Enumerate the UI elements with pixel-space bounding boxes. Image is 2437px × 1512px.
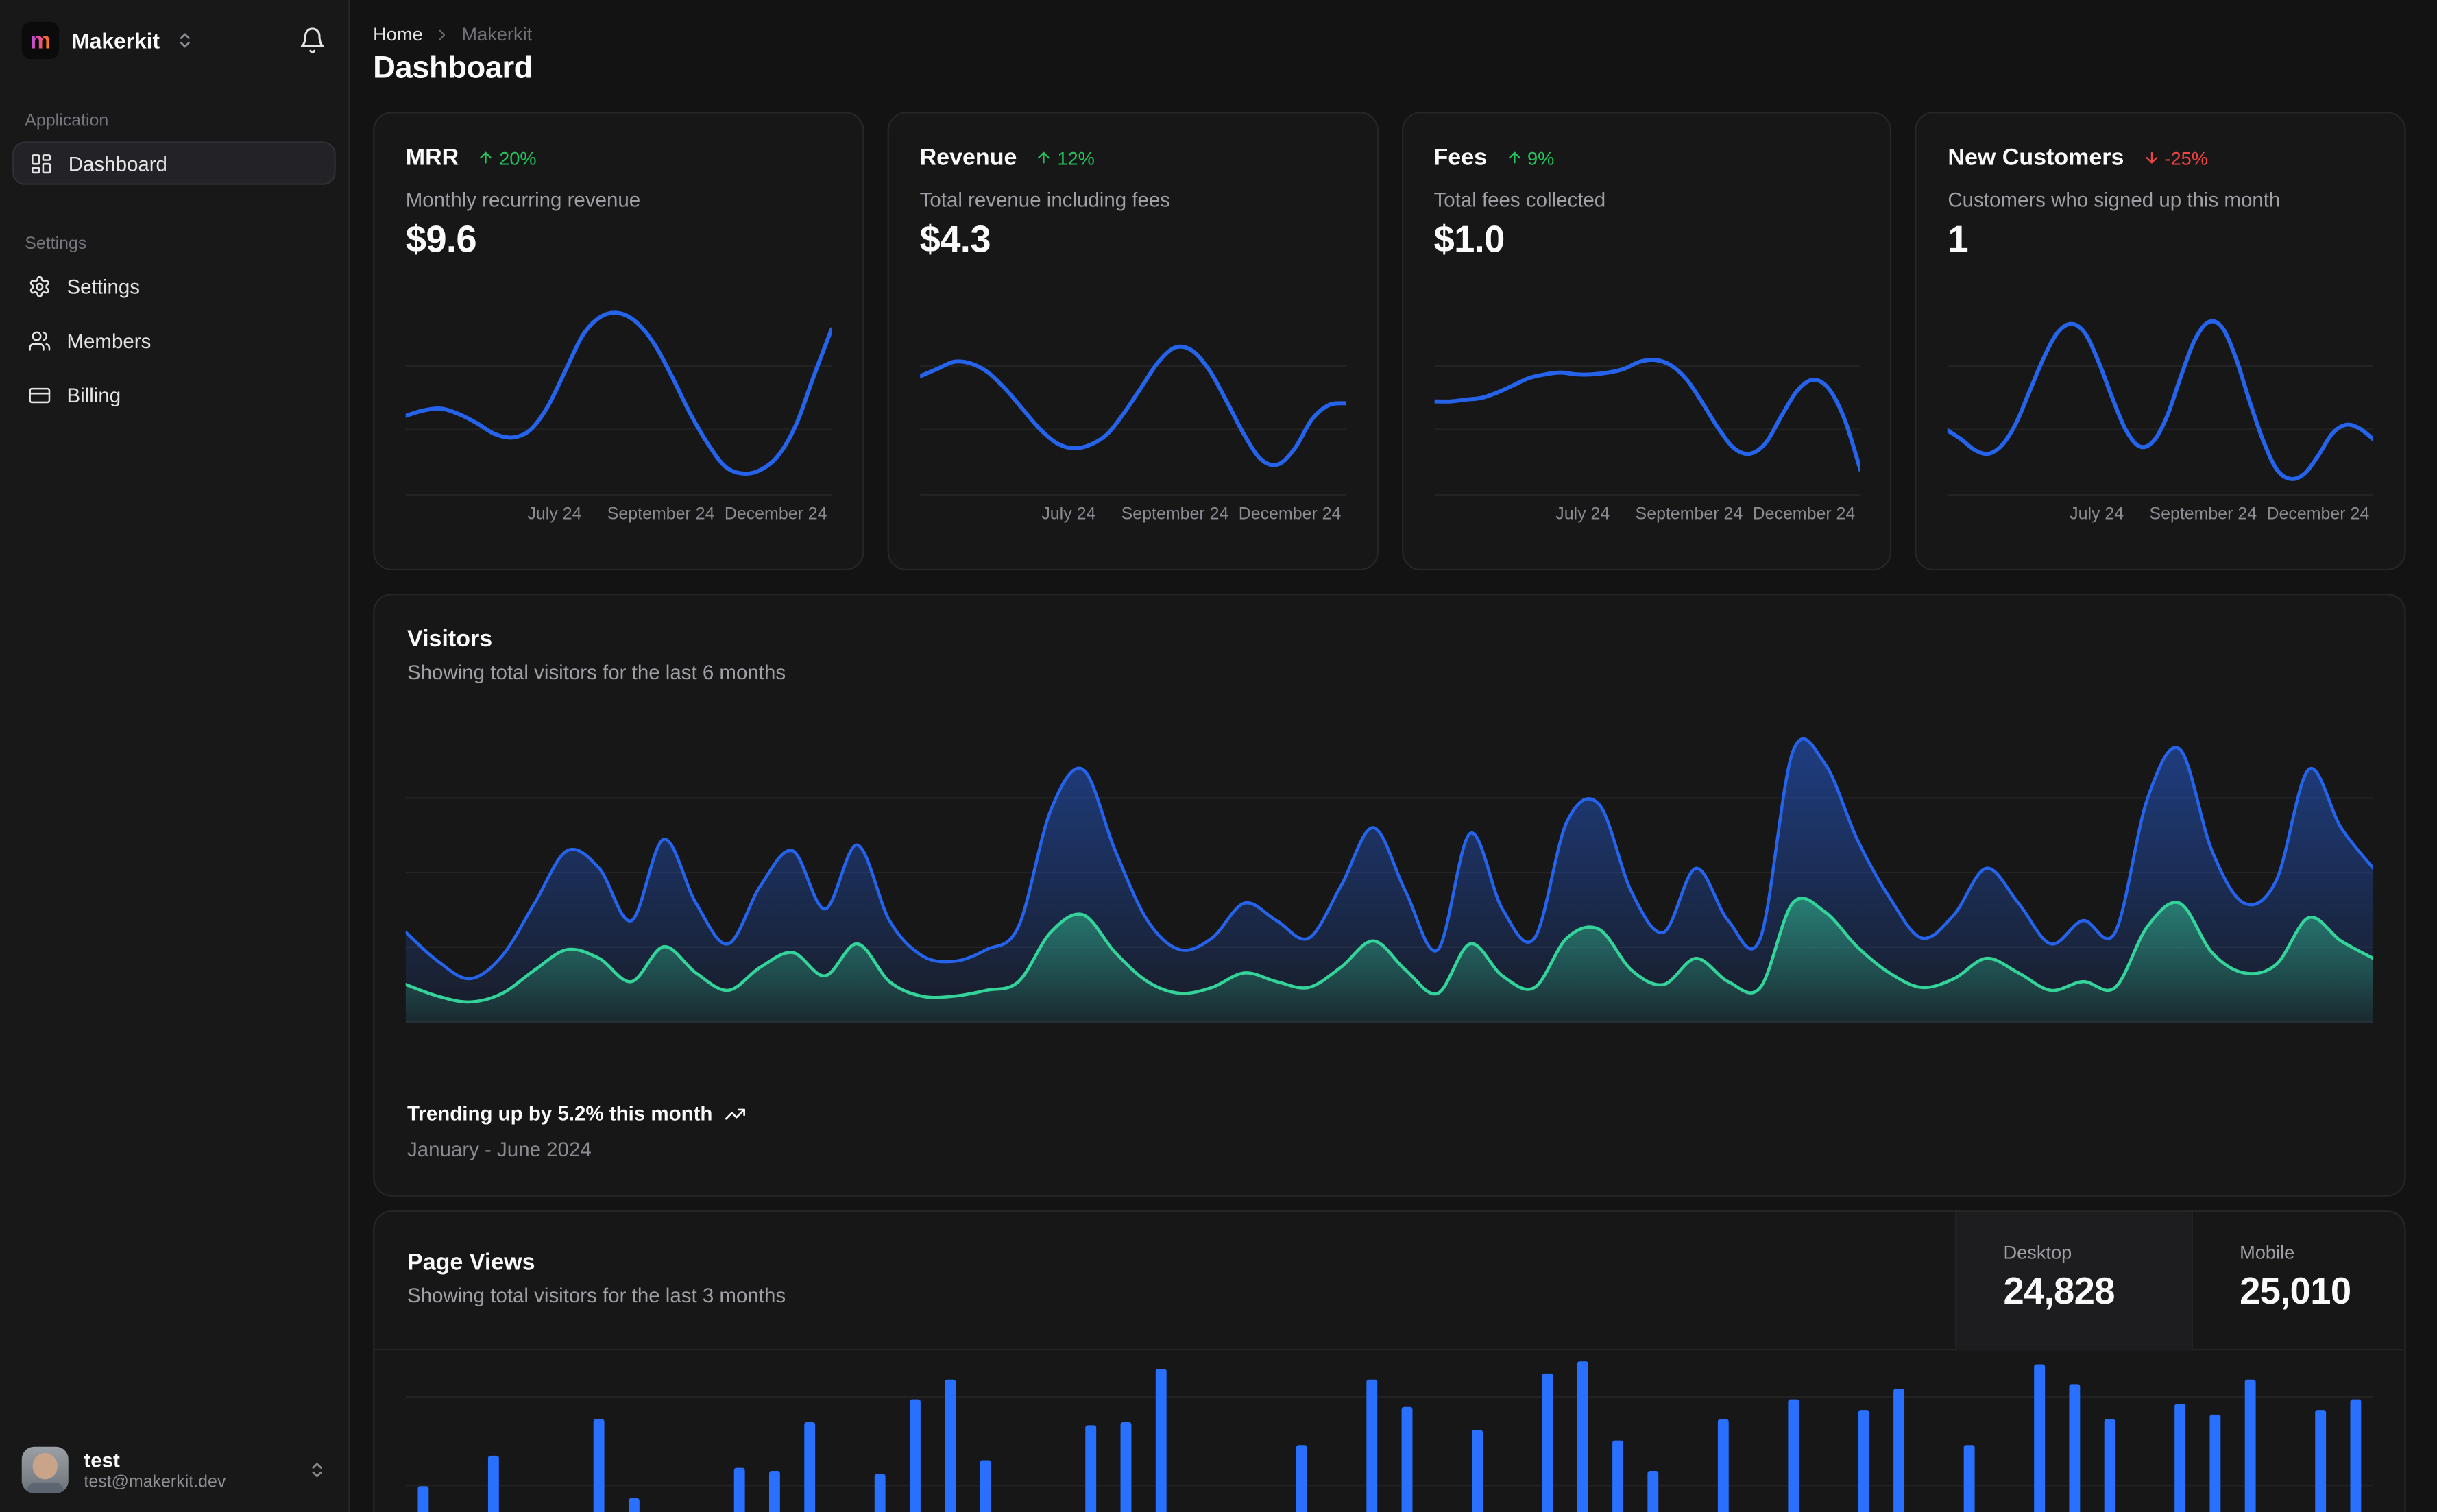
stat-subtitle: Total fees collected <box>1433 188 1606 212</box>
bell-icon <box>298 27 326 55</box>
stat-value: $4.3 <box>919 219 991 261</box>
sidebar-item-dashboard[interactable]: Dashboard <box>12 141 336 185</box>
sidebar-section-application: Application <box>25 112 109 131</box>
sidebar: m Makerkit Application Dashboard Setting… <box>0 0 350 1512</box>
sidebar-item-label: Members <box>66 328 151 352</box>
arrow-up-icon <box>1505 149 1523 167</box>
visitors-area-chart <box>405 724 2374 1023</box>
credit-card-icon <box>28 383 51 406</box>
chevrons-up-down-icon <box>175 31 194 49</box>
stat-value: 1 <box>1948 219 1969 261</box>
user-email: test@makerkit.dev <box>84 1473 226 1492</box>
toggle-value: 25,010 <box>2240 1271 2351 1313</box>
toggle-label: Desktop <box>2003 1241 2072 1264</box>
stat-card-revenue: Revenue 12% Total revenue including fees… <box>887 112 1378 571</box>
stat-title: Fees <box>1433 144 1488 171</box>
stat-subtitle: Customers who signed up this month <box>1948 188 2281 212</box>
x-axis-labels: July 24 September 24 December 24 <box>1041 504 1342 524</box>
stat-title: New Customers <box>1948 144 2124 171</box>
x-axis-labels: July 24 September 24 December 24 <box>2070 504 2370 524</box>
arrow-up-icon <box>1036 149 1053 167</box>
sidebar-section-settings: Settings <box>25 234 87 254</box>
page-views-header: Page Views Showing total visitors for th… <box>374 1212 2405 1351</box>
sidebar-item-label: Settings <box>66 274 141 298</box>
breadcrumb-current: Makerkit <box>461 23 533 45</box>
sidebar-item-billing[interactable]: Billing <box>12 373 336 416</box>
trending-up-icon <box>725 1103 747 1125</box>
visitors-date-range: January - June 2024 <box>407 1137 592 1161</box>
page-views-bar-chart <box>405 1361 2374 1512</box>
x-axis-labels: July 24 September 24 December 24 <box>1555 504 1856 524</box>
stat-subtitle: Total revenue including fees <box>919 188 1171 212</box>
page-views-toggles: Desktop 24,828 Mobile 25,010 <box>1955 1212 2405 1351</box>
arrow-down-icon <box>2143 149 2160 167</box>
toggle-desktop[interactable]: Desktop 24,828 <box>1955 1212 2192 1351</box>
visitors-trend-note: Trending up by 5.2% this month <box>407 1101 747 1125</box>
avatar <box>21 1446 69 1493</box>
page-title: Dashboard <box>373 51 533 86</box>
notifications-button[interactable] <box>295 23 330 58</box>
trend-badge: -25% <box>2143 147 2208 169</box>
sidebar-item-label: Billing <box>66 382 121 406</box>
trend-badge: 20% <box>477 147 537 169</box>
sidebar-item-members[interactable]: Members <box>12 319 336 362</box>
page-views-subtitle: Showing total visitors for the last 3 mo… <box>407 1283 786 1307</box>
sidebar-item-settings[interactable]: Settings <box>12 264 336 307</box>
revenue-sparkline-chart <box>919 303 1346 496</box>
chevrons-up-down-icon <box>308 1461 326 1479</box>
visitors-title: Visitors <box>407 626 493 653</box>
fees-sparkline-chart <box>1433 303 1860 496</box>
stat-cards-row: MRR 20% Monthly recurring revenue $9.6 J… <box>373 112 2406 571</box>
user-name: test <box>84 1448 120 1472</box>
stat-value: $9.6 <box>405 219 477 261</box>
visitors-subtitle: Showing total visitors for the last 6 mo… <box>407 660 786 684</box>
workspace-switcher[interactable]: m Makerkit <box>0 0 348 60</box>
trend-badge: 12% <box>1036 147 1095 169</box>
stat-card-fees: Fees 9% Total fees collected $1.0 July 2… <box>1401 112 1892 571</box>
trend-badge: 9% <box>1505 147 1554 169</box>
toggle-mobile[interactable]: Mobile 25,010 <box>2191 1212 2405 1351</box>
stat-card-mrr: MRR 20% Monthly recurring revenue $9.6 J… <box>373 112 864 571</box>
user-meta: test test@makerkit.dev <box>84 1448 226 1491</box>
visitors-card: Visitors Showing total visitors for the … <box>373 594 2406 1197</box>
toggle-value: 24,828 <box>2003 1271 2115 1313</box>
stat-card-new-customers: New Customers -25% Customers who signed … <box>1915 112 2406 571</box>
breadcrumb: Home Makerkit <box>373 23 532 45</box>
stat-value: $1.0 <box>1433 219 1505 261</box>
sidebar-item-label: Dashboard <box>68 151 167 175</box>
mrr-sparkline-chart <box>405 303 832 496</box>
chevron-right-icon <box>434 25 451 42</box>
layout-dashboard-icon <box>29 151 53 175</box>
x-axis-labels: July 24 September 24 December 24 <box>527 504 827 524</box>
stat-title: MRR <box>405 144 459 171</box>
toggle-label: Mobile <box>2240 1241 2295 1264</box>
breadcrumb-home-link[interactable]: Home <box>373 23 423 45</box>
users-icon <box>28 329 51 352</box>
stat-subtitle: Monthly recurring revenue <box>405 188 641 212</box>
user-menu[interactable]: test test@makerkit.dev <box>0 1428 348 1512</box>
workspace-name: Makerkit <box>71 27 160 53</box>
page-views-card: Page Views Showing total visitors for th… <box>373 1210 2406 1512</box>
page-views-title: Page Views <box>407 1249 535 1276</box>
gear-icon <box>28 274 51 297</box>
makerkit-logo: m <box>21 21 60 60</box>
arrow-up-icon <box>477 149 494 167</box>
stat-title: Revenue <box>919 144 1017 171</box>
new-customers-sparkline-chart <box>1948 303 2374 496</box>
